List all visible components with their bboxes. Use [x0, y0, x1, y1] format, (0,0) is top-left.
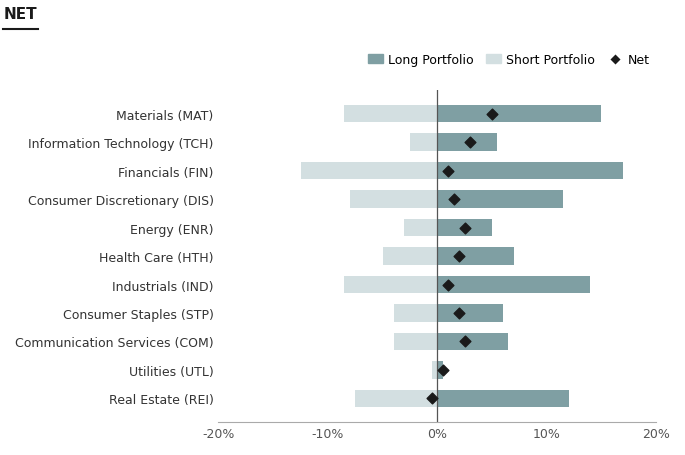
- Bar: [393, 333, 437, 350]
- Bar: [437, 219, 492, 237]
- Bar: [356, 390, 437, 407]
- Bar: [383, 248, 437, 265]
- Bar: [350, 191, 437, 208]
- Point: [464, 139, 475, 147]
- Point: [448, 196, 459, 203]
- Bar: [301, 162, 437, 180]
- Point: [453, 310, 464, 317]
- Bar: [432, 362, 437, 379]
- Bar: [437, 162, 623, 180]
- Bar: [437, 248, 514, 265]
- Legend: Long Portfolio, Short Portfolio, Net: Long Portfolio, Short Portfolio, Net: [369, 54, 650, 67]
- Point: [459, 338, 470, 345]
- Bar: [393, 305, 437, 322]
- Bar: [437, 134, 497, 151]
- Bar: [404, 219, 437, 237]
- Point: [453, 253, 464, 260]
- Bar: [345, 106, 437, 123]
- Point: [443, 281, 453, 288]
- Bar: [437, 106, 601, 123]
- Bar: [437, 191, 563, 208]
- Point: [459, 224, 470, 232]
- Bar: [437, 333, 508, 350]
- Point: [443, 167, 453, 175]
- Bar: [410, 134, 437, 151]
- Text: NET: NET: [3, 7, 37, 22]
- Point: [437, 367, 448, 374]
- Bar: [437, 390, 569, 407]
- Bar: [345, 276, 437, 293]
- Point: [426, 395, 437, 402]
- Point: [486, 111, 497, 118]
- Bar: [437, 362, 443, 379]
- Bar: [437, 305, 503, 322]
- Bar: [437, 276, 590, 293]
